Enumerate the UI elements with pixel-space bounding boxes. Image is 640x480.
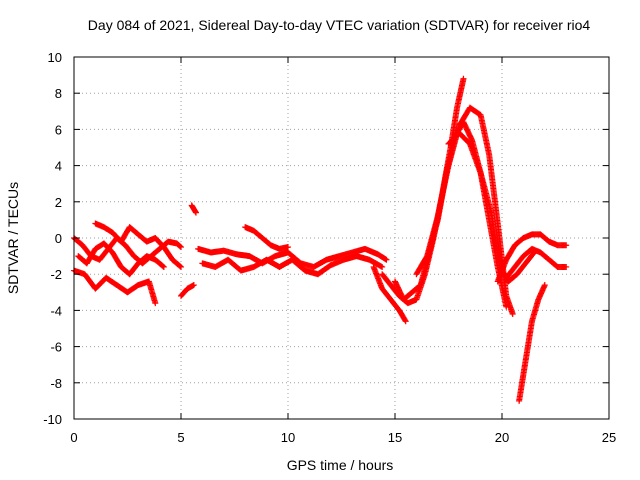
x-axis-label: GPS time / hours	[287, 457, 394, 473]
series-arc-d	[92, 220, 184, 270]
data-point	[563, 242, 570, 249]
series-arc-e	[178, 282, 197, 299]
y-tick-label: 4	[55, 159, 62, 174]
y-axis-label: SDTVAR / TECUs	[5, 182, 21, 294]
data-point	[192, 209, 199, 216]
series-arc-o	[494, 231, 570, 285]
series-arc-f	[188, 202, 199, 216]
data-point	[192, 208, 199, 215]
series-arc-i	[242, 224, 291, 252]
x-tick-label: 25	[602, 430, 616, 445]
data-point	[178, 244, 184, 251]
data-point	[460, 75, 467, 82]
data-point	[383, 256, 390, 263]
x-tick-label: 10	[281, 430, 295, 445]
data-point	[402, 318, 409, 325]
data-point	[563, 263, 570, 270]
data-point	[382, 256, 389, 263]
data-point	[541, 282, 548, 289]
data-point	[160, 263, 167, 270]
y-tick-label: -6	[50, 340, 62, 355]
data-point	[177, 263, 184, 270]
y-tick-label: -4	[50, 303, 62, 318]
series-arc-a	[71, 267, 159, 307]
y-tick-label: 2	[55, 195, 62, 210]
y-tick-label: -10	[43, 412, 62, 427]
data-point	[177, 243, 184, 250]
y-tick-label: 0	[55, 231, 62, 246]
data-point	[160, 263, 167, 270]
y-tick-label: -8	[50, 376, 62, 391]
data-point	[509, 311, 516, 318]
series-arc-n	[445, 130, 538, 285]
x-tick-label: 20	[495, 430, 509, 445]
data-point	[152, 300, 159, 307]
data-point	[285, 244, 291, 251]
x-axis: 0 5 10 15 20 25	[70, 57, 616, 445]
y-tick-label: 8	[55, 86, 62, 101]
series-arc-q	[503, 245, 570, 281]
series-arc-m	[413, 104, 516, 318]
y-tick-label: 6	[55, 122, 62, 137]
y-tick-label: 10	[48, 50, 62, 65]
y-axis: 10 8 6 4 2 0 -2 -4 -6 -8 -10	[43, 50, 609, 427]
series-arc-c	[75, 240, 167, 278]
chart-title: Day 084 of 2021, Sidereal Day-to-day VTE…	[88, 17, 591, 33]
data-point	[178, 263, 184, 270]
series-arc-j	[370, 263, 409, 325]
data-point	[190, 282, 197, 289]
series-arc-p	[516, 282, 548, 404]
x-tick-label: 15	[388, 430, 402, 445]
series-arc-h	[199, 253, 386, 278]
data-point	[402, 317, 409, 324]
x-tick-label: 0	[70, 430, 77, 445]
data-points	[71, 75, 570, 404]
x-tick-label: 5	[177, 430, 184, 445]
data-point	[379, 263, 386, 270]
y-tick-label: -2	[50, 267, 62, 282]
